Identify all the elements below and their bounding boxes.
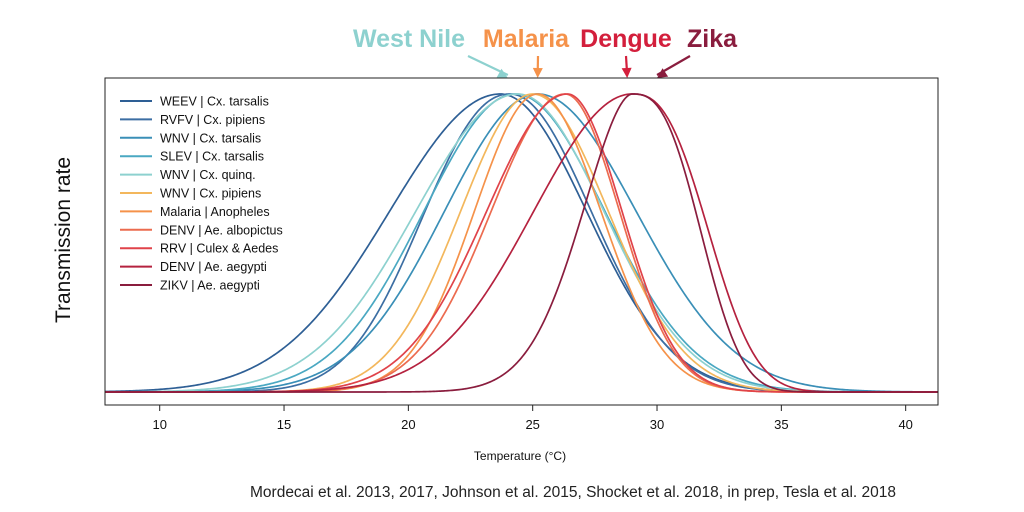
x-tick-label: 15 (277, 417, 291, 432)
annotation-arrowhead (532, 67, 543, 78)
x-tick-label: 10 (152, 417, 166, 432)
legend: WEEV | Cx. tarsalis RVFV | Cx. pipiens WNV… (120, 95, 283, 293)
x-axis-label: Temperature (°C) (474, 449, 566, 463)
legend-label: RRV | Culex & Aedes (160, 242, 278, 256)
annotation-label: Zika (687, 25, 738, 53)
legend-label: RVFV | Cx. pipiens (160, 113, 265, 127)
x-axis: 10 15 20 25 30 35 40 (152, 405, 913, 432)
legend-label: WNV | Cx. pipiens (160, 187, 261, 201)
annotation-label: Dengue (580, 25, 672, 53)
citation: Mordecai et al. 2013, 2017, Johnson et a… (250, 484, 896, 501)
x-tick-label: 35 (774, 417, 788, 432)
legend-label: DENV | Ae. aegypti (160, 260, 267, 274)
annotation-arrowhead (657, 68, 669, 78)
x-tick-label: 40 (898, 417, 912, 432)
annotation-arrowhead (621, 67, 632, 78)
legend-label: Malaria | Anopheles (160, 205, 270, 219)
legend-label: ZIKV | Ae. aegypti (160, 279, 260, 293)
x-tick-label: 30 (650, 417, 664, 432)
legend-label: WEEV | Cx. tarsalis (160, 95, 269, 109)
curves-group (104, 93, 938, 393)
y-axis-label: Transmission rate (52, 157, 75, 323)
annotation-arrowhead (496, 68, 508, 78)
x-tick-label: 25 (525, 417, 539, 432)
legend-label: SLEV | Cx. tarsalis (160, 150, 264, 164)
legend-label: DENV | Ae. albopictus (160, 223, 283, 237)
disease-annotations: West Nile Malaria Dengue Zika (353, 25, 738, 78)
annotation-label: Malaria (483, 25, 570, 53)
plot-frame (104, 77, 939, 406)
curve-11 (105, 93, 938, 393)
legend-label: WNV | Cx. tarsalis (160, 131, 261, 145)
annotation-label: West Nile (353, 25, 465, 53)
legend-label: WNV | Cx. quinq. (160, 168, 256, 182)
x-tick-label: 20 (401, 417, 415, 432)
